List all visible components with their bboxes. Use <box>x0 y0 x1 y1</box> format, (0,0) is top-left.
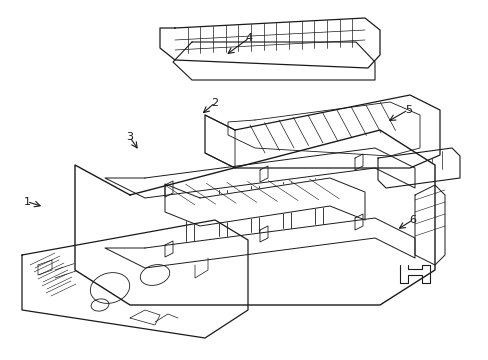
Polygon shape <box>160 18 379 68</box>
Text: 3: 3 <box>126 132 133 142</box>
Polygon shape <box>105 218 414 268</box>
Polygon shape <box>204 95 439 168</box>
Polygon shape <box>377 148 459 188</box>
Polygon shape <box>22 220 247 338</box>
Text: 2: 2 <box>211 98 218 108</box>
Polygon shape <box>164 178 364 226</box>
Text: 5: 5 <box>404 105 411 115</box>
Text: 6: 6 <box>409 215 416 225</box>
Polygon shape <box>105 148 414 198</box>
Text: 1: 1 <box>23 197 30 207</box>
Polygon shape <box>75 130 434 305</box>
Polygon shape <box>173 42 374 80</box>
Polygon shape <box>414 185 444 265</box>
Text: 4: 4 <box>245 33 252 43</box>
